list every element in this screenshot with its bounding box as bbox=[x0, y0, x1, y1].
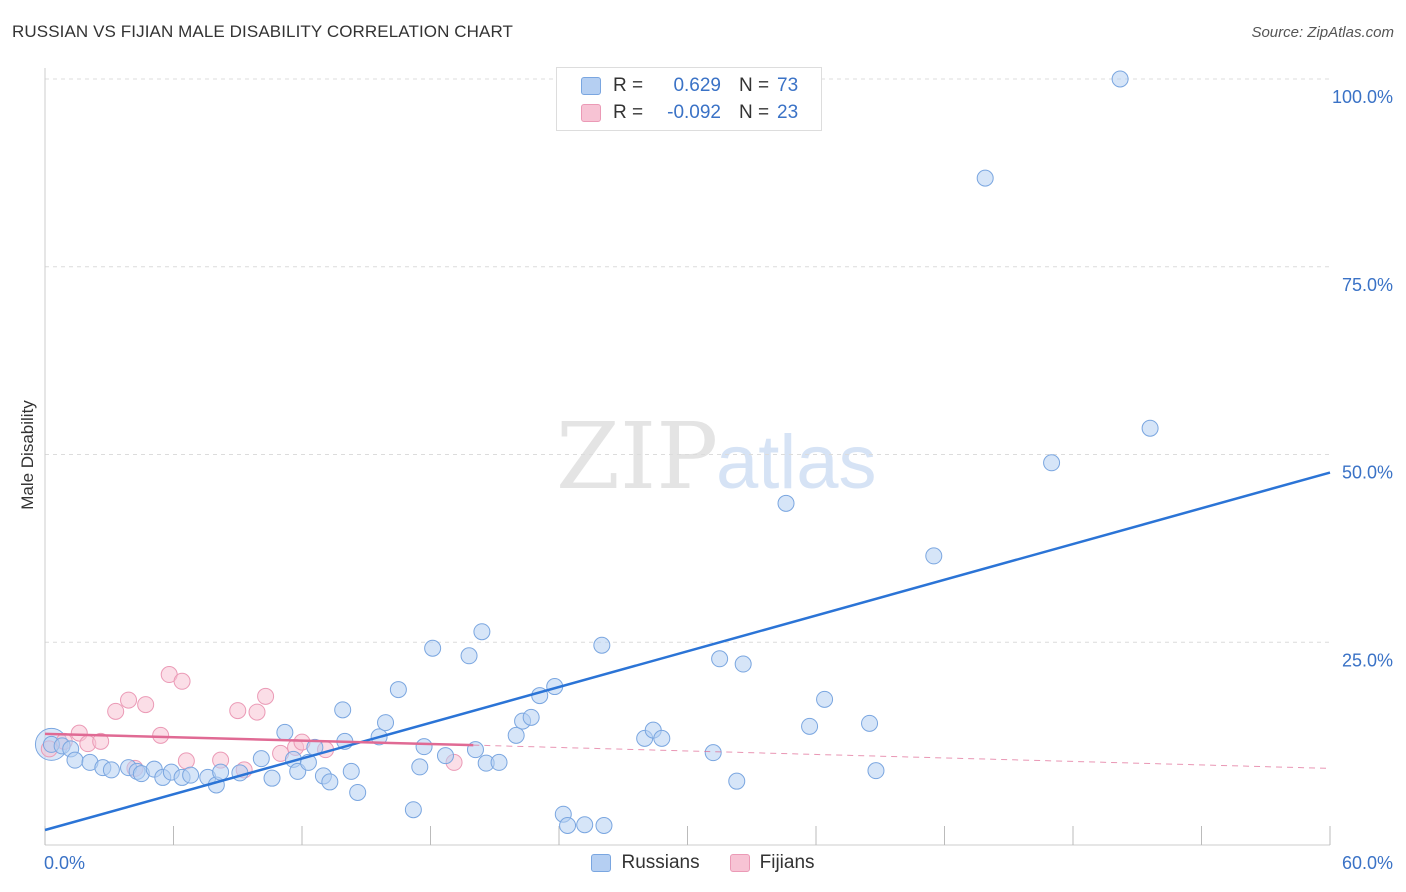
fijians-point bbox=[229, 702, 247, 720]
chart-title: RUSSIAN VS FIJIAN MALE DISABILITY CORREL… bbox=[12, 22, 514, 41]
russians-point bbox=[576, 816, 594, 834]
legend-row-russians: R = 0.629 N = 73 bbox=[581, 73, 798, 99]
russians-point bbox=[711, 650, 729, 668]
legend-n-label: N = bbox=[739, 75, 770, 96]
axes bbox=[44, 68, 1331, 846]
legend-item-fijians[interactable]: Fijians bbox=[729, 852, 815, 874]
y-tick-label: 75.0% bbox=[1342, 275, 1393, 295]
fijians-point bbox=[107, 702, 125, 720]
russians-points bbox=[42, 70, 1159, 834]
fijians-point bbox=[248, 703, 266, 721]
legend-r-value: -0.092 bbox=[667, 102, 721, 123]
russians-point bbox=[777, 494, 795, 512]
y-tick-label: 25.0% bbox=[1342, 650, 1393, 670]
russians-point bbox=[334, 701, 352, 719]
russians-point bbox=[522, 708, 540, 726]
correlation-legend: R = 0.629 N = 73 R = -0.092 N = 23 bbox=[556, 67, 822, 131]
russians-point bbox=[424, 639, 442, 657]
legend-n-value: 23 bbox=[777, 102, 799, 123]
russians-point bbox=[593, 636, 611, 654]
russians-point bbox=[861, 714, 879, 732]
russians-point bbox=[867, 762, 885, 780]
russians-point bbox=[436, 747, 454, 765]
russians-point bbox=[349, 783, 367, 801]
russians-point bbox=[595, 816, 613, 834]
legend-r-label: R = bbox=[613, 75, 644, 96]
russians-label: Russians bbox=[621, 852, 700, 873]
russians-point bbox=[801, 717, 819, 735]
legend-row-fijians: R = -0.092 N = 23 bbox=[581, 100, 798, 126]
watermark-atlas: atlas bbox=[716, 420, 877, 505]
russians-point bbox=[460, 647, 478, 665]
russians-point bbox=[212, 763, 230, 781]
fijians-point bbox=[92, 732, 110, 750]
fijians-trend-extension bbox=[473, 744, 1331, 769]
russians-point bbox=[263, 769, 281, 787]
russians-point bbox=[66, 751, 84, 769]
russians-point bbox=[507, 726, 525, 744]
legend-swatch-russians bbox=[581, 77, 601, 95]
series-legend: Russians Fijians bbox=[0, 852, 1406, 874]
watermark: ZIP atlas bbox=[556, 403, 877, 510]
y-tick-label: 50.0% bbox=[1342, 463, 1393, 483]
fijians-point bbox=[120, 691, 138, 709]
russians-point bbox=[1043, 454, 1061, 472]
fijians-point bbox=[152, 726, 170, 744]
fijians-point bbox=[257, 687, 275, 705]
fijians-trend-line bbox=[44, 732, 474, 747]
russians-point bbox=[102, 761, 120, 779]
watermark-zip: ZIP bbox=[556, 403, 718, 510]
russians-point bbox=[389, 681, 407, 699]
fijians-point bbox=[173, 672, 191, 690]
y-tick-label: 100.0% bbox=[1332, 87, 1393, 107]
legend-n-value: 73 bbox=[777, 75, 799, 96]
russians-point bbox=[182, 766, 200, 784]
legend-n-label: N = bbox=[739, 102, 770, 123]
legend-item-russians[interactable]: Russians bbox=[591, 852, 700, 874]
russians-point bbox=[276, 723, 294, 741]
legend-r-label: R = bbox=[613, 102, 644, 123]
russians-point bbox=[377, 714, 395, 732]
legend-r-value: 0.629 bbox=[673, 75, 721, 96]
fijians-point bbox=[177, 752, 195, 770]
russians-point bbox=[559, 816, 577, 834]
russians-point bbox=[728, 772, 746, 790]
russians-point bbox=[704, 744, 722, 762]
trend-lines bbox=[44, 471, 1331, 832]
x-tick-label-min: 0.0% bbox=[44, 853, 85, 873]
legend-swatch-fijians bbox=[581, 104, 601, 122]
russians-swatch bbox=[591, 854, 612, 872]
fijians-swatch bbox=[729, 854, 750, 872]
russians-trend-line bbox=[44, 471, 1331, 832]
gridlines bbox=[45, 78, 1330, 643]
russians-point bbox=[976, 169, 994, 187]
russians-point bbox=[490, 753, 508, 771]
russians-point bbox=[816, 690, 834, 708]
russians-point bbox=[1141, 419, 1159, 437]
russians-point bbox=[1111, 70, 1129, 88]
source-label: Source: ZipAtlas.com bbox=[1251, 24, 1394, 41]
fijians-point bbox=[137, 696, 155, 714]
russians-point bbox=[925, 547, 943, 565]
russians-point bbox=[653, 729, 671, 747]
russians-point bbox=[415, 738, 433, 756]
fijians-label: Fijians bbox=[759, 852, 815, 873]
russians-point bbox=[734, 655, 752, 673]
russians-point bbox=[473, 623, 491, 641]
russians-point bbox=[411, 758, 429, 776]
russians-point bbox=[404, 801, 422, 819]
x-tick-label-max: 60.0% bbox=[1342, 853, 1393, 873]
russians-point bbox=[252, 750, 270, 768]
tick-labels: 25.0% 50.0% 75.0% 100.0% 0.0% 60.0% bbox=[44, 87, 1393, 873]
russians-point bbox=[342, 762, 360, 780]
russians-point bbox=[321, 773, 339, 791]
